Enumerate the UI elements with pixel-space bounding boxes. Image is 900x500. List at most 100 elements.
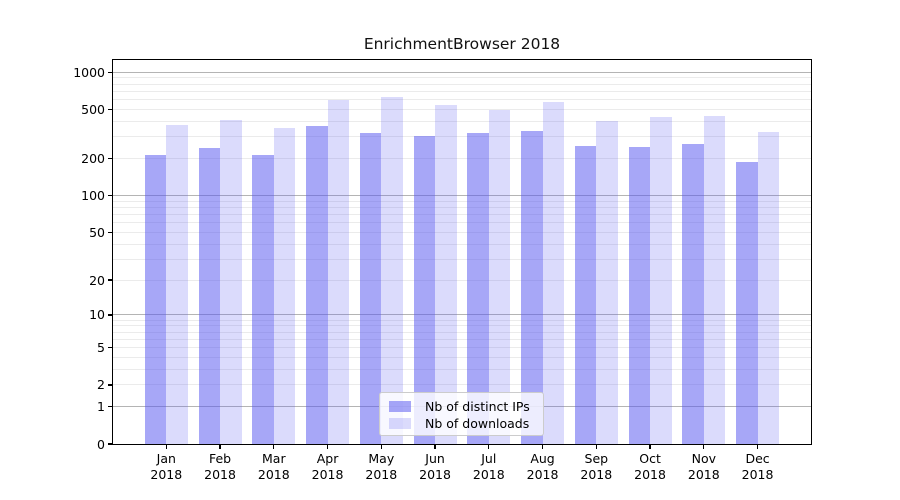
gridline-minor (113, 108, 811, 110)
y-tick-mark (108, 346, 112, 349)
bar-distinct-ips-sep (574, 146, 597, 444)
chart-title: EnrichmentBrowser 2018 (363, 35, 561, 53)
bar-distinct-ips-oct (628, 147, 651, 444)
x-tick-mark (703, 445, 705, 449)
bar-downloads-sep (596, 120, 618, 444)
gridline-minor (113, 356, 811, 358)
x-tick-year: 2018 (741, 467, 774, 482)
y-tick-label: 50 (89, 224, 105, 240)
bar-downloads-may (381, 97, 403, 444)
x-tick-year: 2018 (580, 467, 613, 482)
bar-downloads-feb (220, 120, 242, 444)
gridline-minor (113, 243, 811, 245)
minor-gridlines-layer (113, 60, 811, 444)
gridline-minor (113, 368, 811, 370)
gridline-minor (113, 319, 811, 321)
bar-downloads-jun (435, 104, 457, 444)
x-tick-year: 2018 (472, 467, 505, 482)
bar-downloads-oct (650, 117, 672, 444)
bar-distinct-ips-dec (736, 161, 758, 444)
bar-downloads-dec (757, 132, 780, 444)
x-tick-label: Jun 2018 (403, 451, 467, 483)
x-tick-year: 2018 (419, 467, 451, 482)
x-tick-year: 2018 (150, 467, 183, 482)
x-tick-label: Mar 2018 (242, 451, 306, 483)
x-tick-mark (649, 445, 651, 449)
y-tick-label: 1000 (73, 64, 105, 80)
x-tick-month: Feb (208, 451, 232, 466)
gridline-minor (113, 120, 811, 122)
gridline-major (113, 314, 811, 316)
gridline-minor (113, 231, 811, 233)
x-tick-month: Dec (745, 451, 770, 466)
y-tick-mark (108, 279, 112, 281)
gridline-minor (113, 158, 811, 160)
y-axis-ticks-layer: 1000 500 200 100 50 20 10 5 2 1 0 (73, 60, 811, 452)
gridline-minor (113, 331, 811, 333)
y-tick-mark (108, 384, 112, 386)
x-axis-ticks-layer: Jan 2018 Feb 2018 Mar 2018 Apr 2018 May 2018 Jun 20… (113, 60, 811, 482)
gridline-minor (113, 338, 811, 340)
legend-row-downloads: Nb of downloads (389, 415, 534, 432)
gridline-minor (113, 99, 811, 101)
y-tick-mark (108, 108, 112, 111)
y-tick-label: 1 (97, 399, 105, 415)
y-tick-mark (108, 194, 112, 197)
bar-downloads-jan (166, 124, 188, 444)
legend-label-distinct-ips: Nb of distinct IPs (425, 399, 530, 414)
x-tick-year: 2018 (687, 467, 720, 482)
x-tick-month: Sep (584, 451, 609, 466)
bar-distinct-ips-feb (198, 147, 221, 444)
y-tick-label: 10 (89, 307, 105, 323)
x-tick-mark (541, 445, 544, 449)
bar-distinct-ips-nov (682, 143, 704, 444)
y-tick-label: 20 (89, 272, 105, 288)
x-tick-month: Jun (425, 451, 445, 466)
x-tick-label: Jan 2018 (134, 451, 198, 483)
gridline-minor (113, 77, 811, 79)
x-tick-month: Jul (481, 451, 497, 466)
gridline-major (113, 71, 811, 73)
x-tick-label: Aug 2018 (511, 451, 575, 483)
y-tick-label: 500 (81, 101, 105, 117)
x-tick-mark (326, 445, 329, 449)
x-tick-label: Dec 2018 (726, 451, 790, 483)
x-tick-label: Nov 2018 (672, 451, 736, 483)
x-tick-mark (488, 445, 490, 449)
x-tick-mark (380, 445, 382, 449)
x-tick-year: 2018 (365, 467, 398, 482)
x-tick-label: Jul 2018 (457, 451, 521, 483)
x-tick-label: Apr 2018 (296, 451, 360, 483)
bar-downloads-apr (327, 99, 350, 444)
y-tick-label: 200 (81, 151, 105, 167)
legend-swatch-downloads (389, 418, 411, 429)
y-tick-label: 0 (97, 436, 105, 452)
y-tick-mark (108, 443, 112, 445)
bar-distinct-ips-jan (144, 154, 167, 444)
gridline-minor (113, 222, 811, 224)
x-tick-year: 2018 (526, 467, 559, 482)
gridline-minor (113, 200, 811, 202)
legend-label-downloads: Nb of downloads (425, 416, 530, 431)
x-tick-month: May (368, 451, 395, 466)
gridline-minor (113, 325, 811, 327)
x-tick-month: Apr (316, 451, 339, 466)
gridline-minor (113, 347, 811, 349)
gridline-major (113, 195, 811, 197)
gridline-minor (113, 214, 811, 216)
x-tick-month: Oct (639, 451, 661, 466)
x-tick-month: Aug (530, 451, 555, 466)
legend: Nb of distinct IPs Nb of downloads (379, 392, 544, 436)
bar-distinct-ips-jul (467, 133, 489, 444)
y-tick-label: 2 (97, 377, 105, 393)
x-tick-month: Jan (156, 451, 176, 466)
y-tick-mark (108, 406, 112, 408)
x-tick-month: Mar (262, 451, 286, 466)
gridline-minor (113, 384, 811, 386)
y-tick-label: 100 (81, 188, 105, 204)
x-tick-label: May 2018 (349, 451, 413, 483)
x-tick-mark (595, 445, 597, 449)
bars-layer (113, 60, 811, 444)
x-tick-label: Oct 2018 (618, 451, 682, 483)
